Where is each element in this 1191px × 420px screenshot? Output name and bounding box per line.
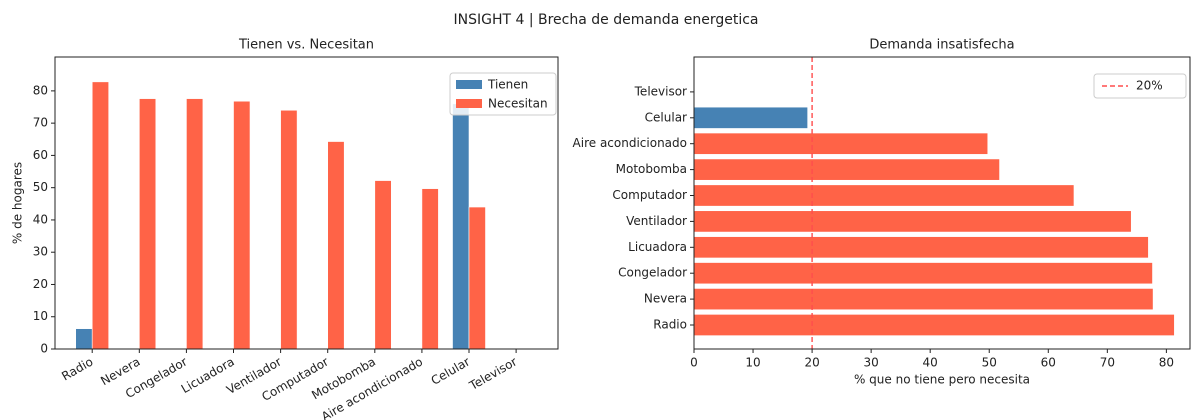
- x-tick-label: 20: [804, 356, 819, 370]
- bar: [694, 314, 1175, 336]
- axes-frame: [693, 56, 1191, 350]
- y-tick-label: Ventilador: [626, 214, 687, 228]
- y-tick-label: Motobomba: [616, 162, 687, 176]
- axes-title: Demanda insatisfecha: [869, 38, 1014, 53]
- x-tick-label: Radio: [59, 355, 95, 384]
- bar: [694, 211, 1131, 232]
- bar: [468, 206, 486, 350]
- figure-title: INSIGHT 4 | Brecha de demanda energetica: [453, 12, 758, 28]
- bar: [139, 98, 157, 350]
- y-tick-label: 60: [33, 148, 48, 162]
- bar: [186, 98, 204, 350]
- x-tick-label: 40: [923, 356, 938, 370]
- legend-swatch: [456, 80, 482, 89]
- axes-frame: [54, 56, 559, 350]
- y-tick-label: 10: [33, 309, 48, 323]
- bar: [421, 188, 439, 350]
- y-tick-label: Nevera: [644, 292, 687, 306]
- bar: [694, 107, 808, 129]
- legend-label: Necesitan: [488, 97, 548, 111]
- x-tick-label: 10: [745, 356, 760, 370]
- legend-label: 20%: [1136, 79, 1163, 93]
- bar: [327, 141, 345, 350]
- x-tick-label: 50: [982, 356, 997, 370]
- y-tick-label: Congelador: [618, 266, 687, 280]
- y-tick-label: 80: [33, 83, 48, 97]
- y-tick-label: 20: [33, 277, 48, 291]
- y-tick-label: Computador: [612, 188, 687, 202]
- bar: [374, 180, 392, 350]
- bar: [91, 81, 110, 350]
- y-tick-label: Licuadora: [628, 240, 687, 254]
- y-axis-label: % de hogares: [11, 162, 25, 244]
- x-tick-label: 0: [690, 356, 698, 370]
- bar: [694, 236, 1149, 258]
- x-tick-label: Televisor: [466, 354, 519, 393]
- x-tick-label: 60: [1041, 356, 1056, 370]
- y-tick-label: Radio: [653, 318, 687, 332]
- x-tick-label: 80: [1159, 356, 1174, 370]
- bar: [694, 185, 1074, 206]
- bar: [694, 133, 988, 155]
- axes-title: Tienen vs. Necesitan: [238, 38, 374, 53]
- y-tick-label: Aire acondicionado: [573, 136, 687, 150]
- bar: [280, 109, 298, 350]
- bar: [75, 328, 93, 350]
- y-tick-label: 0: [40, 342, 48, 356]
- x-tick-label: 70: [1100, 356, 1115, 370]
- bar: [694, 159, 1000, 180]
- bar: [694, 262, 1153, 284]
- bar: [694, 288, 1153, 310]
- y-tick-label: Celular: [645, 110, 687, 124]
- x-tick-label: 30: [864, 356, 879, 370]
- y-tick-label: 30: [33, 245, 48, 259]
- x-axis-label: % que no tiene pero necesita: [854, 373, 1030, 387]
- legend-label: Tienen: [487, 78, 528, 92]
- legend-box: [1093, 73, 1187, 99]
- bar: [452, 103, 470, 350]
- bar: [233, 100, 251, 350]
- y-tick-label: 40: [33, 212, 48, 226]
- legend-swatch: [456, 99, 482, 108]
- y-tick-label: 70: [33, 116, 48, 130]
- y-tick-label: 50: [33, 180, 48, 194]
- x-tick-label: Celular: [429, 354, 473, 387]
- y-tick-label: Televisor: [634, 84, 687, 98]
